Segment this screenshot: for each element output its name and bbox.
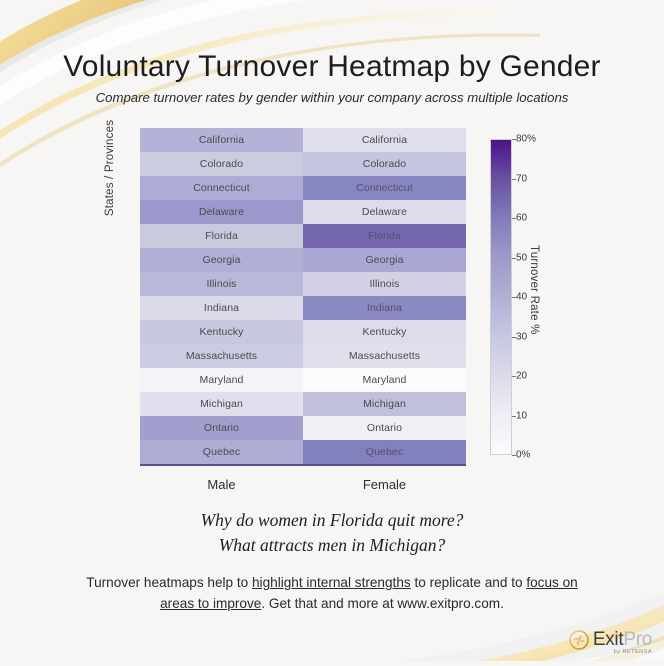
heatmap-grid: California California Colorado Colorado Conn… [140, 128, 466, 466]
heatmap-cell[interactable]: Quebec [140, 440, 303, 464]
footer-link-2[interactable]: focus on areas to improve [160, 575, 578, 611]
colorbar-gradient [490, 139, 512, 455]
colorbar-tick-mark [512, 336, 516, 338]
heatmap-cell[interactable]: Indiana [140, 296, 303, 320]
colorbar-label: Turnover Rate % [528, 245, 540, 335]
heatmap-cell[interactable]: Florida [140, 224, 303, 248]
colorbar-tick-mark [512, 455, 516, 456]
page-title: Voluntary Turnover Heatmap by Gender [63, 50, 601, 83]
heatmap-cell[interactable]: Maryland [140, 368, 303, 392]
logo-exit: Exit [592, 628, 624, 650]
page-subtitle: Compare turnover rates by gender within … [95, 90, 569, 105]
heatmap-cell[interactable]: California [303, 128, 466, 152]
heatmap-cell[interactable]: Michigan [303, 392, 466, 416]
heatmap-cell[interactable]: Michigan [140, 392, 303, 416]
colorbar-tick-label: 40 [516, 291, 528, 303]
heatmap-cell[interactable]: California [140, 128, 303, 152]
colorbar-tick-mark [512, 297, 516, 298]
heatmap-cell[interactable]: Illinois [303, 272, 466, 296]
logo-text: ExitPro by RETENSA [593, 630, 652, 656]
heatmap-cell[interactable]: Quebec [303, 440, 466, 464]
colorbar-tick-label: 0% [516, 449, 531, 461]
exitpro-logo[interactable]: ExitPro by RETENSA [569, 630, 652, 656]
footer-text: Turnover heatmaps help to highlight inte… [0, 573, 664, 614]
heatmap-cell[interactable]: Georgia [140, 248, 303, 272]
heatmap-cell[interactable]: Delaware [303, 200, 466, 224]
heatmap-cell[interactable]: Maryland [303, 368, 466, 392]
colorbar-tick-mark [512, 257, 516, 259]
heatmap-cell[interactable]: Ontario [303, 416, 466, 440]
colorbar-tick-label: 80% [516, 133, 537, 145]
colorbar-tick-mark [512, 415, 516, 417]
colorbar-tick-mark [512, 218, 516, 219]
x-tick-female: Female [362, 477, 407, 492]
y-axis-label: States / Provinces [104, 119, 116, 217]
question-line-2: What attracts men in Michigan? [218, 534, 446, 555]
colorbar-tick-label: 50 [516, 252, 528, 263]
header: Voluntary Turnover Heatmap by Gender Com… [0, 50, 664, 105]
heatmap-cell[interactable]: Colorado [140, 152, 303, 176]
colorbar-tick-label: 10 [516, 410, 528, 421]
colorbar-tick-label: 20 [516, 370, 528, 382]
swirl-circle-icon [569, 630, 589, 655]
heatmap-cell[interactable]: Indiana [303, 296, 466, 320]
footer-part-1: Turnover heatmaps help to [86, 575, 252, 590]
footer-part-2: to replicate and to [410, 575, 527, 590]
logo-wordmark: ExitPro [593, 630, 652, 649]
heatmap-cell[interactable]: Connecticut [140, 176, 303, 200]
colorbar-tick-mark [512, 376, 516, 377]
logo-pro: Pro [623, 628, 652, 650]
heatmap-cell[interactable]: Kentucky [303, 320, 466, 344]
logo-byline: by RETENSA [613, 648, 652, 655]
colorbar-tick-mark [512, 178, 516, 180]
heatmap-cell[interactable]: Georgia [303, 248, 466, 272]
heatmap-cell[interactable]: Massachusetts [140, 344, 303, 368]
colorbar-tick-label: 60 [516, 212, 528, 224]
heatmap-cell[interactable]: Delaware [140, 200, 303, 224]
insight-questions: Why do women in Florida quit more? What … [0, 508, 664, 558]
heatmap-cell[interactable]: Connecticut [303, 176, 466, 200]
colorbar-tick-label: 30 [516, 331, 528, 342]
heatmap-cell[interactable]: Florida [303, 224, 466, 248]
footer-link-1[interactable]: highlight internal strengths [252, 575, 411, 590]
question-line-1: Why do women in Florida quit more? [200, 510, 464, 530]
heatmap-cell[interactable]: Illinois [140, 272, 303, 296]
heatmap-cell[interactable]: Colorado [303, 152, 466, 176]
heatmap-cell[interactable]: Kentucky [140, 320, 303, 344]
x-tick-male: Male [207, 477, 236, 492]
footer-part-3: . Get that and more at www.exitpro.com. [261, 595, 504, 611]
colorbar-tick-label: 70 [516, 173, 528, 184]
heatmap-cell[interactable]: Massachusetts [303, 344, 466, 368]
heatmap-cell[interactable]: Ontario [140, 416, 303, 440]
